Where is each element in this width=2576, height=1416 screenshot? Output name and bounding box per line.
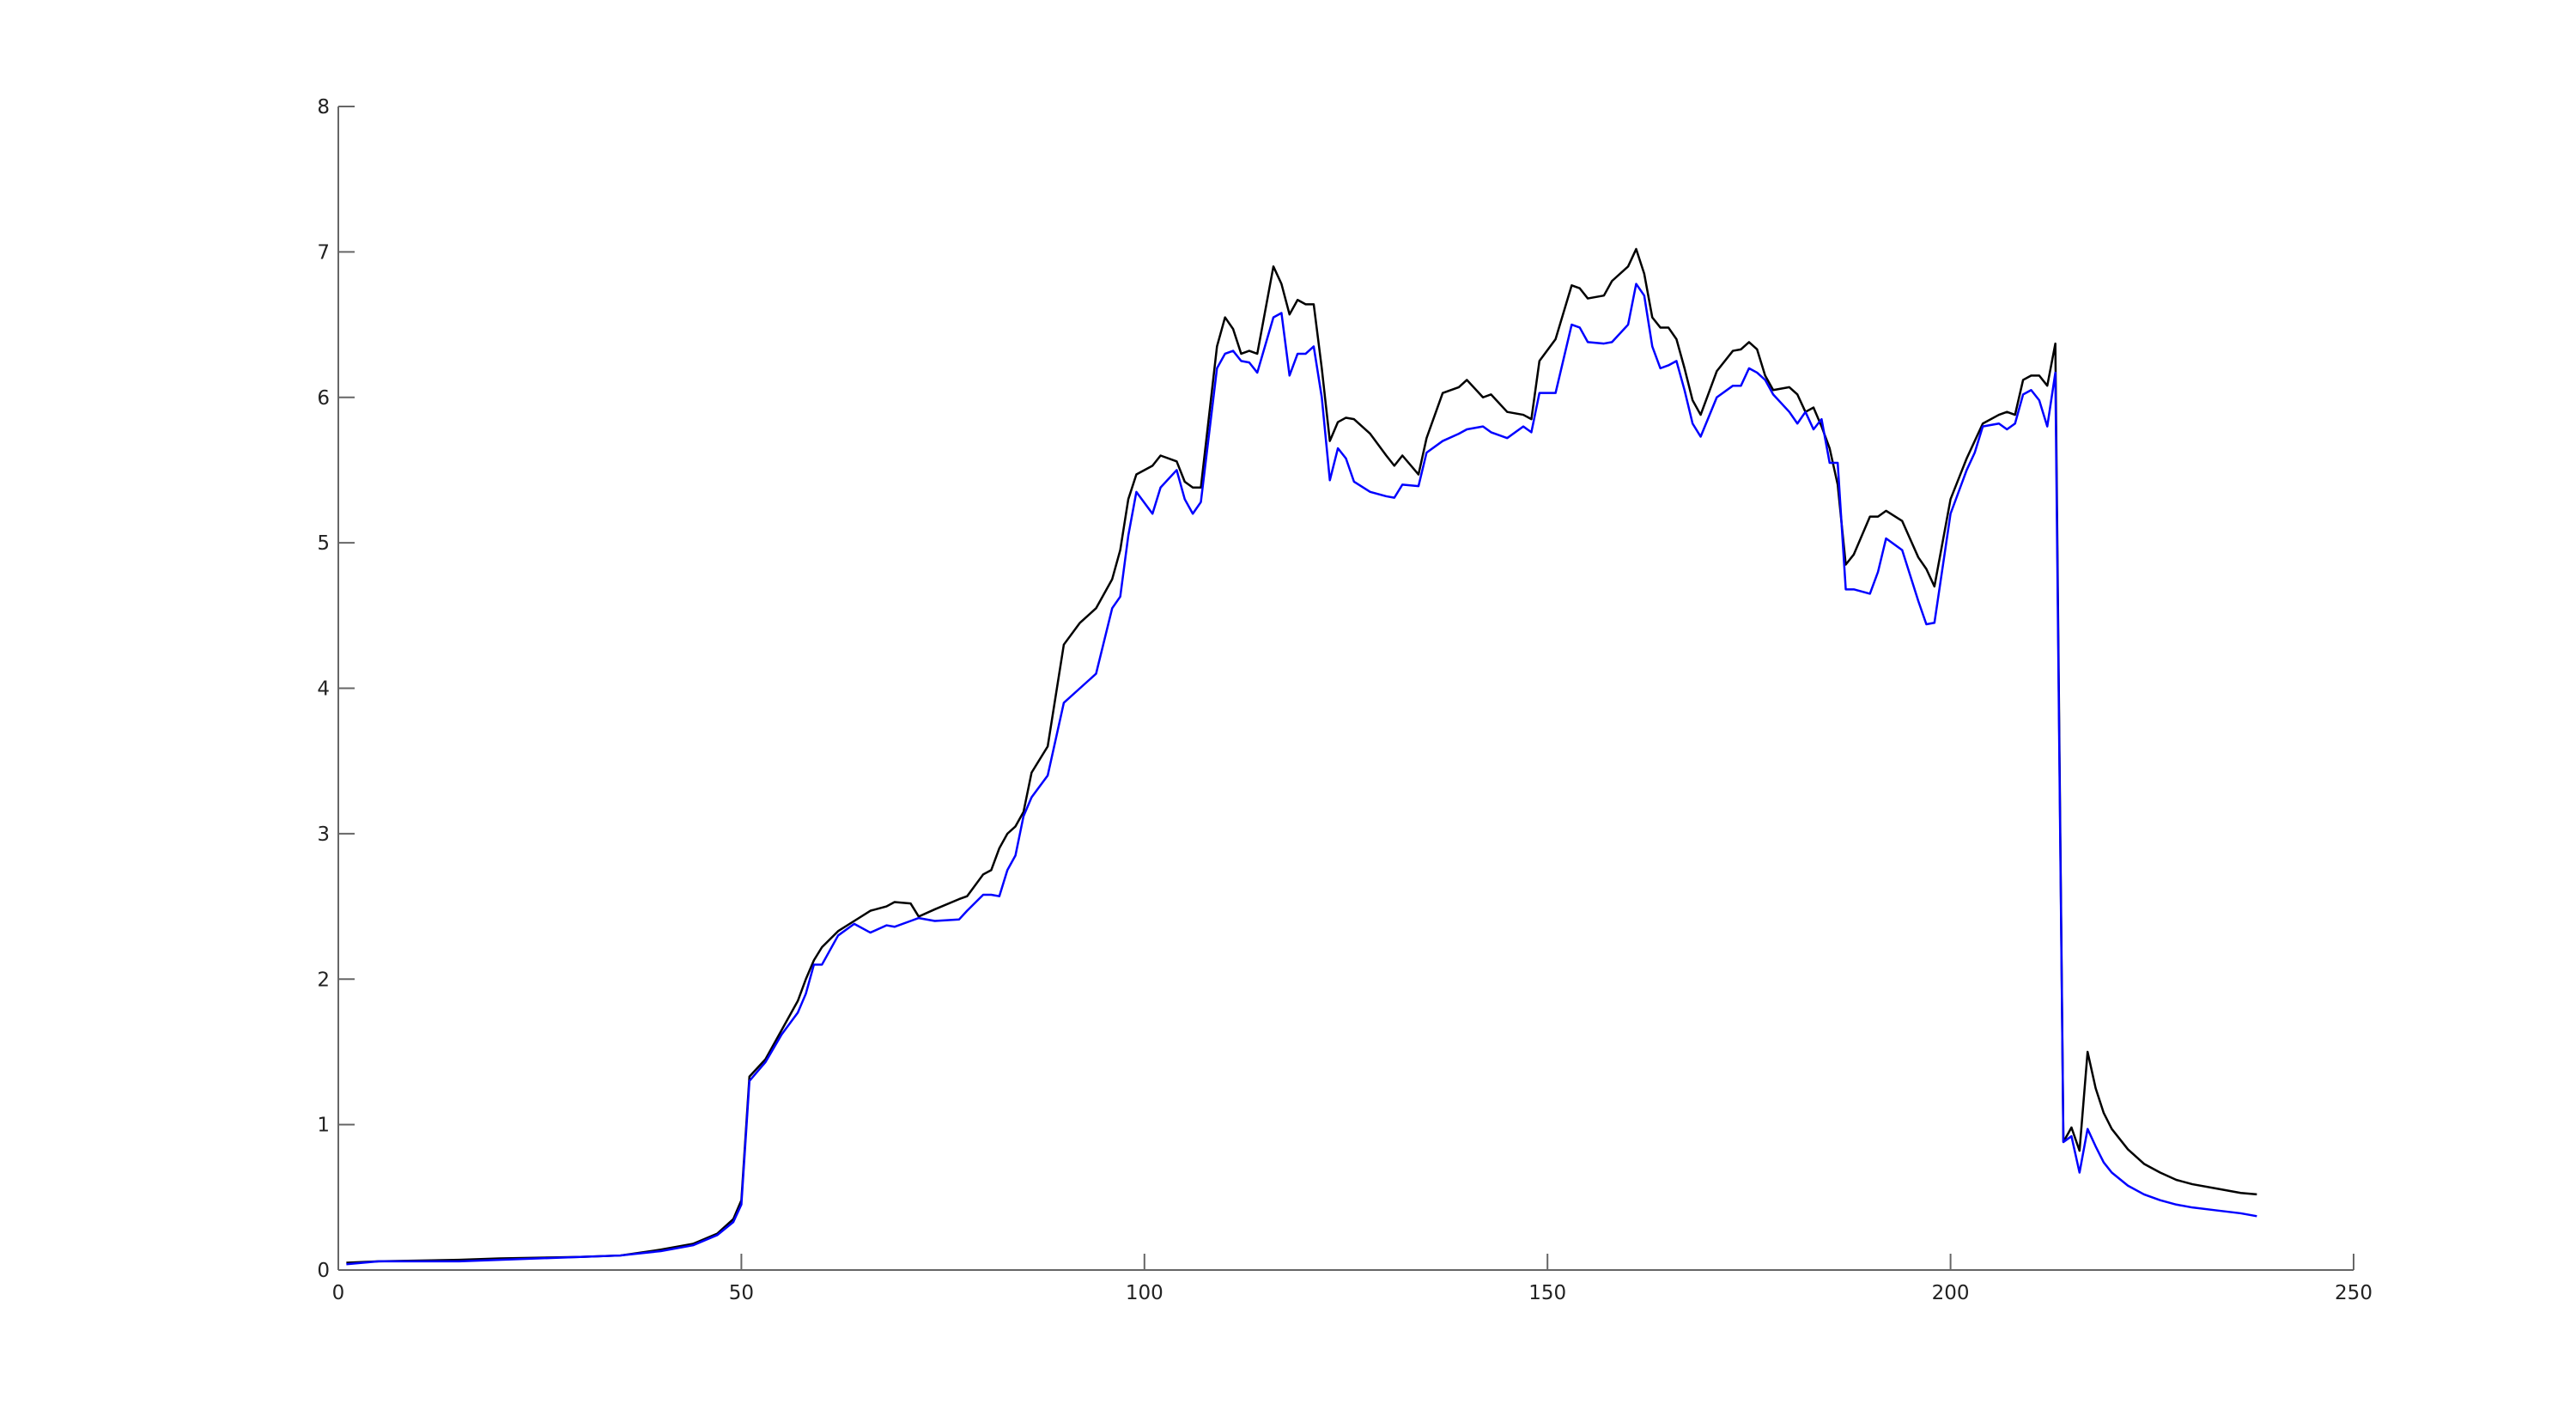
x-tick-label: 250 (2335, 1282, 2372, 1304)
line-series (346, 247, 2257, 1264)
y-tick-label: 6 (317, 387, 330, 410)
y-tick-label: 3 (317, 823, 330, 846)
x-tick-label: 50 (729, 1282, 754, 1304)
x-tick-label: 100 (1126, 1282, 1163, 1304)
x-tick-label: 0 (332, 1282, 345, 1304)
y-tick-label: 8 (317, 96, 330, 119)
y-tick-label: 1 (317, 1115, 330, 1137)
x-tick-label: 150 (1528, 1282, 1566, 1304)
y-tick-label: 4 (317, 678, 330, 701)
y-tick-label: 5 (317, 532, 330, 555)
y-tick-label: 0 (317, 1260, 330, 1282)
y-tick-label: 2 (317, 969, 330, 991)
x-tick-label: 200 (1932, 1282, 1970, 1304)
line-series (346, 283, 2257, 1266)
y-tick-label: 7 (317, 241, 330, 264)
